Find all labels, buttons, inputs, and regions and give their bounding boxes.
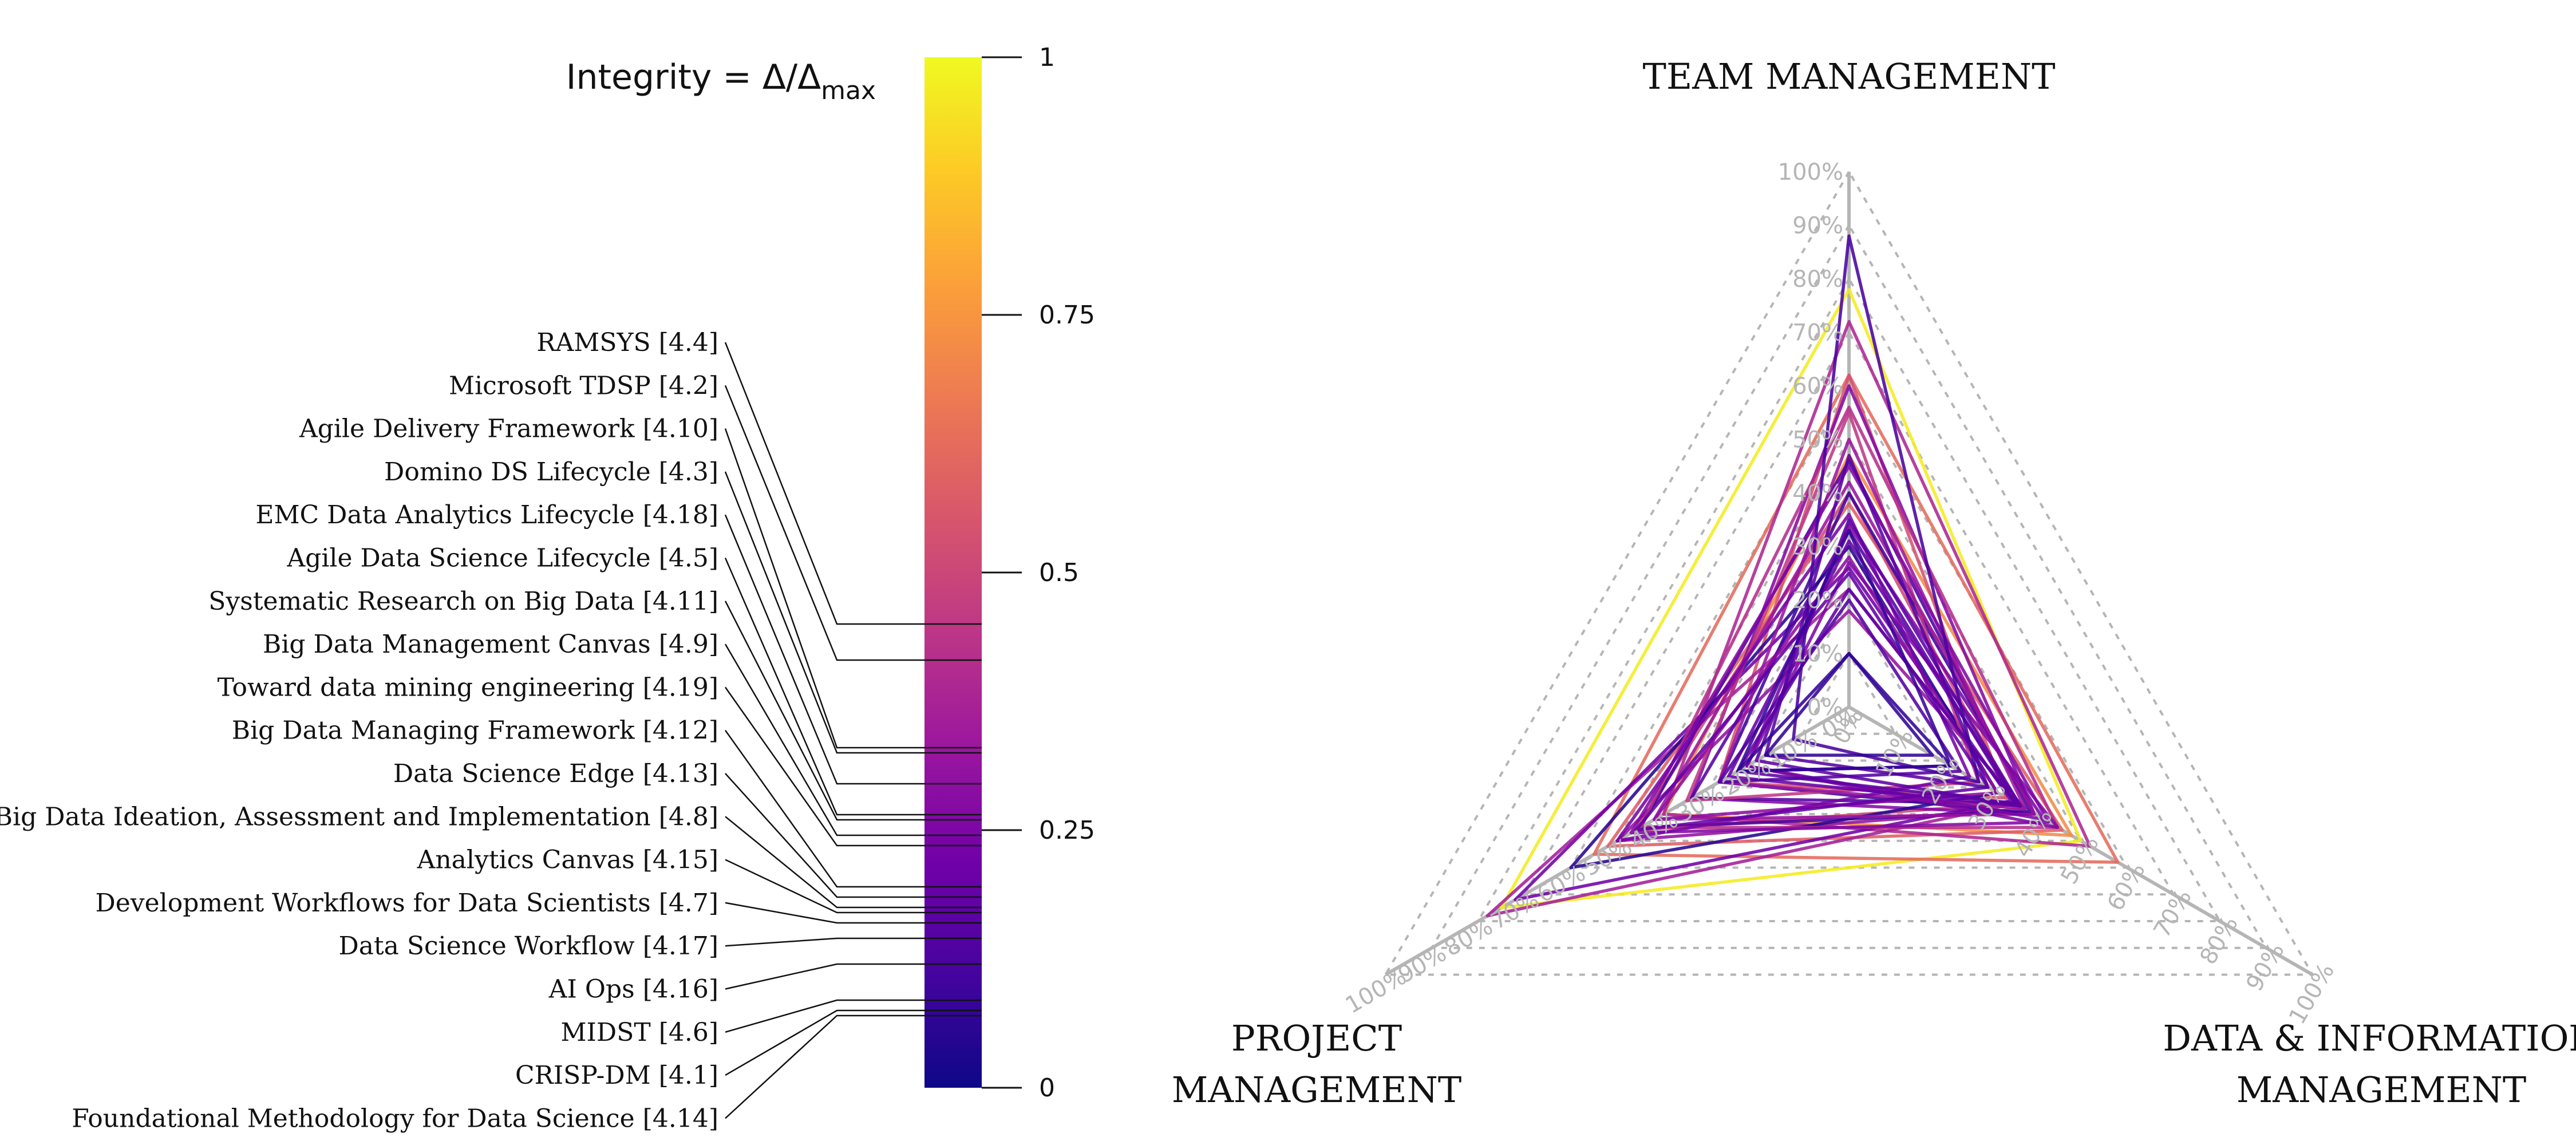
radar-percent-label: 90%: [1792, 213, 1843, 239]
radar-percent-label: 80%: [1440, 914, 1498, 962]
method-leader-line: [724, 686, 982, 847]
radar-profile: [1736, 652, 1953, 773]
method-label: Data Science Workflow [4.17]: [338, 931, 718, 961]
method-leader-line: [725, 1009, 982, 1076]
method-label: Analytics Canvas [4.15]: [417, 846, 718, 875]
radar-percent-label: 60%: [1792, 373, 1843, 400]
radar-axis-title-data: MANAGEMENT: [2237, 1069, 2526, 1111]
radar-percent-label: 70%: [2148, 885, 2196, 942]
method-leader-line: [725, 1014, 982, 1119]
radar-grid-ring: [1429, 223, 2269, 949]
radar-profile: [1592, 373, 2120, 864]
radar-grid-ring: [1476, 277, 2222, 922]
radar-percent-label: 70%: [1792, 320, 1843, 346]
radar-percent-label: 40%: [1792, 480, 1843, 507]
method-leader-line: [725, 999, 982, 1033]
radar-grid-ring: [1522, 330, 2176, 896]
colorbar-title-subscript: max: [821, 76, 876, 105]
radar-profile: [1689, 384, 2036, 816]
radar-axis-title-project: PROJECT: [1231, 1017, 1402, 1059]
colorbar-tick-label: 1: [1039, 43, 1055, 72]
method-label: Foundational Methodology for Data Scienc…: [72, 1104, 718, 1133]
colorbar: [924, 57, 982, 1088]
radar-profile: [1717, 598, 1962, 784]
method-label: Microsoft TDSP [4.2]: [449, 371, 718, 400]
radar-profile: [1662, 320, 2092, 848]
method-leader-line: [725, 859, 982, 914]
radar-profile: [1717, 491, 2036, 816]
radar-percent-label: 100%: [1341, 964, 1411, 1019]
radar-profile: [1499, 287, 2083, 910]
method-leader-line: [724, 643, 982, 836]
colorbar-title-main: Integrity = Δ/Δ: [566, 57, 821, 97]
radar-grid-ring: [1800, 651, 1898, 735]
radar-grid-ring: [1383, 169, 2315, 976]
radar-percent-label: 30%: [1792, 534, 1843, 560]
method-leader-line: [724, 342, 982, 625]
colorbar-tick-label: 0.25: [1039, 816, 1095, 845]
method-label: Domino DS Lifecycle [4.3]: [384, 457, 718, 487]
method-leader-line: [724, 471, 982, 754]
method-label: Big Data Ideation, Assessment and Implem…: [0, 802, 718, 831]
method-label: Development Workflows for Data Scientist…: [95, 889, 718, 918]
method-leader-line: [724, 514, 982, 785]
radar-profile: [1792, 234, 1981, 784]
radar-percent-label: 10%: [1792, 641, 1843, 668]
ternary-radar-panel: 0%0%0%10%10% 10%20%20% 20%30%30% 30%40%40% 4…: [1172, 56, 2576, 1111]
method-leader-line: [725, 963, 982, 990]
radar-axis-title-data: DATA & INFORMATION: [2163, 1017, 2576, 1059]
method-label: AI Ops [4.16]: [548, 975, 718, 1004]
radar-percent-labels: 0%0%0%10%10% 10%20%20% 20%30%30% 30%40%40% 4…: [1341, 159, 2340, 1029]
method-leader-line: [724, 729, 982, 888]
colorbar-tick-label: 0.5: [1039, 558, 1079, 587]
method-leader-line: [724, 385, 982, 661]
method-label: Big Data Managing Framework [4.12]: [232, 716, 718, 745]
method-leader-line: [724, 428, 982, 749]
radar-axis-title-project: MANAGEMENT: [1172, 1069, 1461, 1111]
method-label: MIDST [4.6]: [561, 1018, 719, 1047]
method-label: Data Science Edge [4.13]: [393, 759, 718, 788]
method-leader-lines: [724, 342, 982, 1119]
method-label: Toward data mining engineering [4.19]: [218, 673, 718, 702]
method-label: RAMSYS [4.4]: [536, 328, 718, 357]
method-leader-line: [725, 816, 982, 909]
method-labels: RAMSYS [4.4] Microsoft TDSP [4.2] Agile De…: [0, 328, 718, 1133]
method-label: CRISP-DM [4.1]: [515, 1061, 718, 1090]
method-label: Agile Delivery Framework [4.10]: [299, 414, 718, 444]
radar-grid-ring: [1754, 598, 1944, 762]
method-label: EMC Data Analytics Lifecycle [4.18]: [255, 500, 718, 530]
method-leader-line: [725, 773, 982, 898]
radar-percent-label: 60%: [2102, 858, 2150, 915]
method-leader-line: [724, 601, 982, 821]
radar-profile: [1629, 464, 2050, 835]
radar-axis-titles: TEAM MANAGEMENT PROJECT MANAGEMENT DATA & I…: [1172, 56, 2576, 1111]
radar-percent-label: 0%: [1807, 694, 1843, 721]
radar-profile: [1764, 652, 1934, 757]
colorbar-title: Integrity = Δ/Δmax: [566, 57, 876, 105]
radar-percent-label: 50%: [1792, 427, 1843, 453]
colorbar-ticks: 0 0.25 0.5 0.75 1: [982, 43, 1095, 1103]
radar-percent-label: 100%: [1778, 159, 1843, 185]
colorbar-tick-label: 0.75: [1039, 301, 1095, 330]
radar-percent-label: 20%: [1792, 587, 1843, 614]
radar-profiles: [1485, 234, 2120, 918]
method-leader-line: [724, 558, 982, 816]
method-label: Agile Data Science Lifecycle [4.5]: [286, 544, 718, 573]
radar-axis-title-team: TEAM MANAGEMENT: [1643, 56, 2056, 97]
radar-percent-label: 80%: [1792, 266, 1843, 293]
method-label: Systematic Research on Big Data [4.11]: [208, 587, 718, 616]
radar-profile: [1615, 512, 1971, 843]
colorbar-tick-label: 0: [1039, 1073, 1055, 1103]
method-leader-line: [725, 902, 982, 924]
method-leader-line: [725, 937, 982, 947]
integrity-colorbar-panel: Integrity = Δ/Δmax 0 0.25 0.5 0.75 1 RAMSYS …: [0, 43, 1095, 1133]
method-label: Big Data Management Canvas [4.9]: [263, 630, 718, 659]
